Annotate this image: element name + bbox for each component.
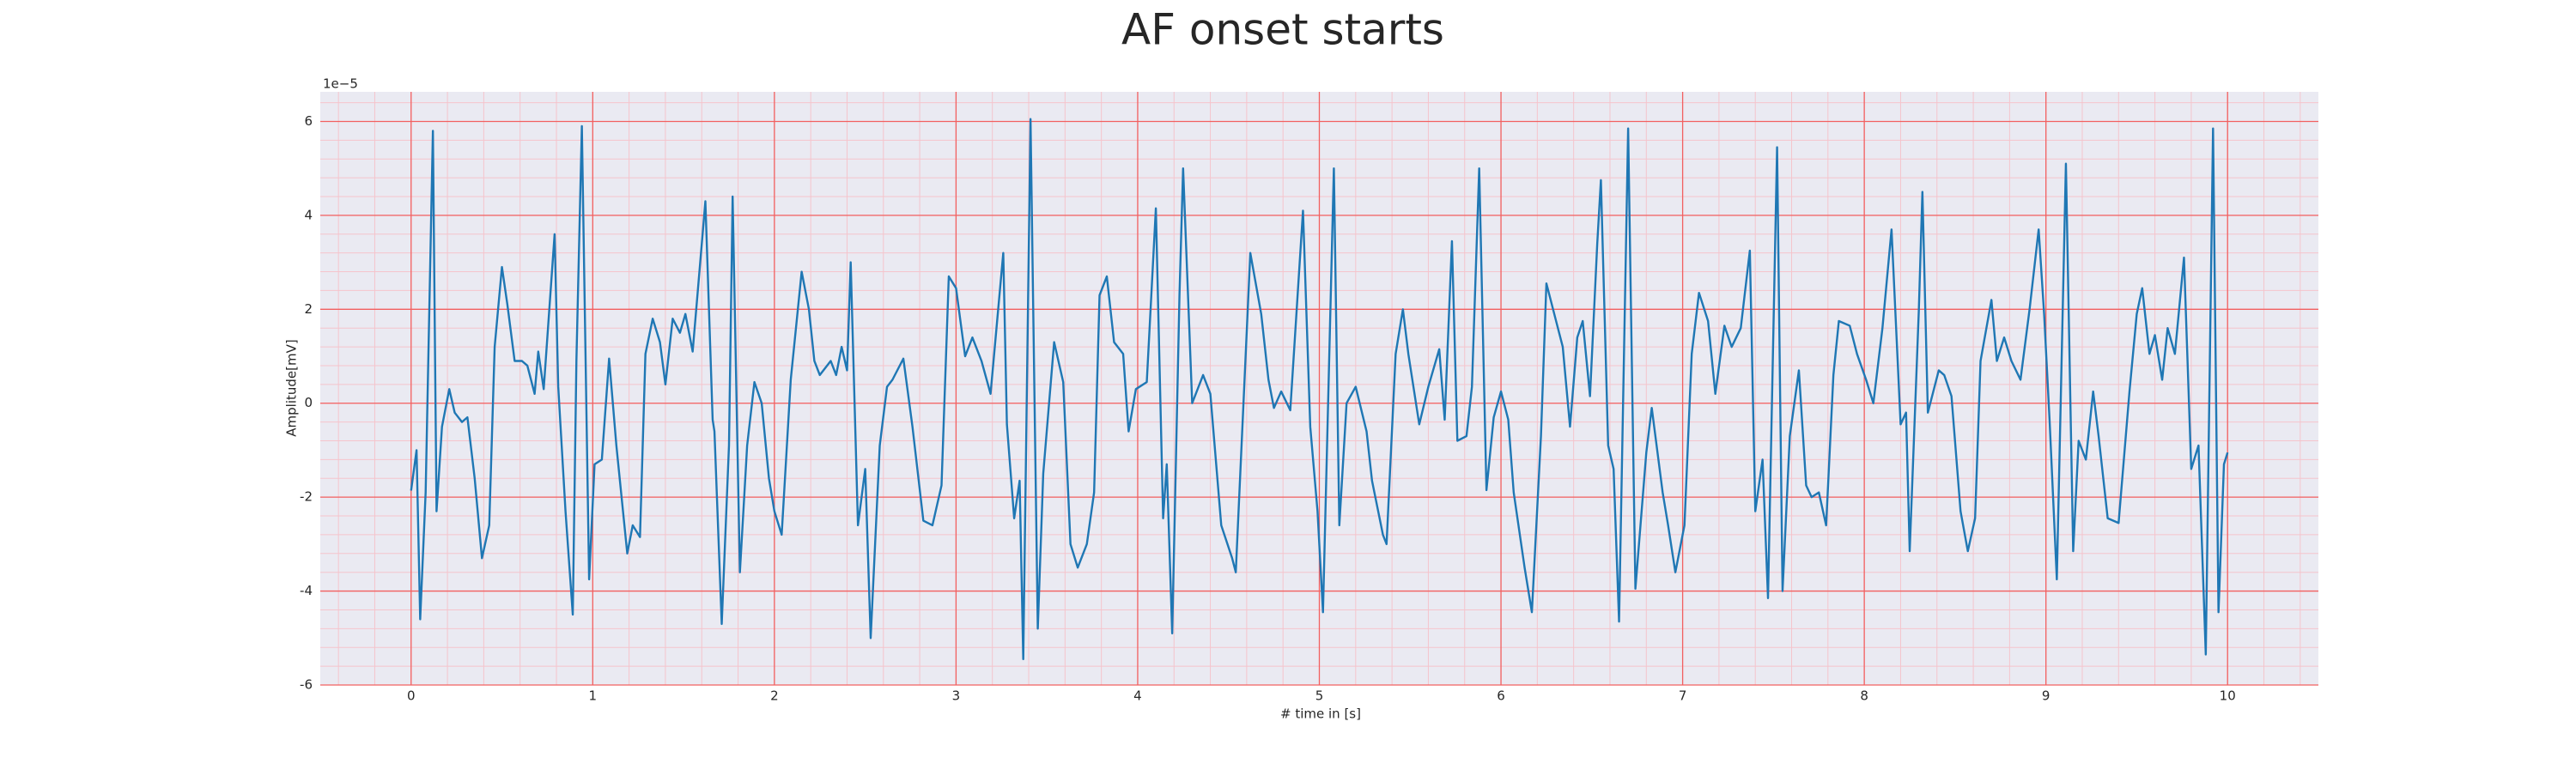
y-tick-label: 4: [304, 207, 313, 222]
y-tick-label: -2: [300, 489, 313, 505]
data-line: [410, 118, 2229, 661]
x-tick-label: 8: [1860, 688, 1868, 704]
x-tick-label: 7: [1679, 688, 1687, 704]
x-axis-label: # time in [s]: [1280, 706, 1361, 722]
y-tick-label: 6: [304, 113, 313, 129]
x-tick-label: 2: [770, 688, 779, 704]
y-offset-label: 1e−5: [323, 76, 358, 92]
y-tick-label: -4: [300, 583, 313, 598]
chart-title: AF onset starts: [1121, 5, 1444, 55]
x-tick-label: 10: [2220, 688, 2236, 704]
x-tick-label: 5: [1315, 688, 1324, 704]
x-tick-label: 4: [1133, 688, 1142, 704]
y-axis-label: Amplitude[mV]: [284, 339, 300, 436]
y-tick-label: -6: [300, 677, 313, 693]
x-tick-label: 3: [952, 688, 961, 704]
x-tick-label: 1: [589, 688, 598, 704]
x-tick-label: 6: [1497, 688, 1505, 704]
x-tick-label: 0: [407, 688, 416, 704]
x-tick-label: 9: [2042, 688, 2050, 704]
y-tick-label: 2: [304, 301, 313, 317]
y-tick-label: 0: [304, 395, 313, 410]
grid: [320, 92, 2318, 686]
